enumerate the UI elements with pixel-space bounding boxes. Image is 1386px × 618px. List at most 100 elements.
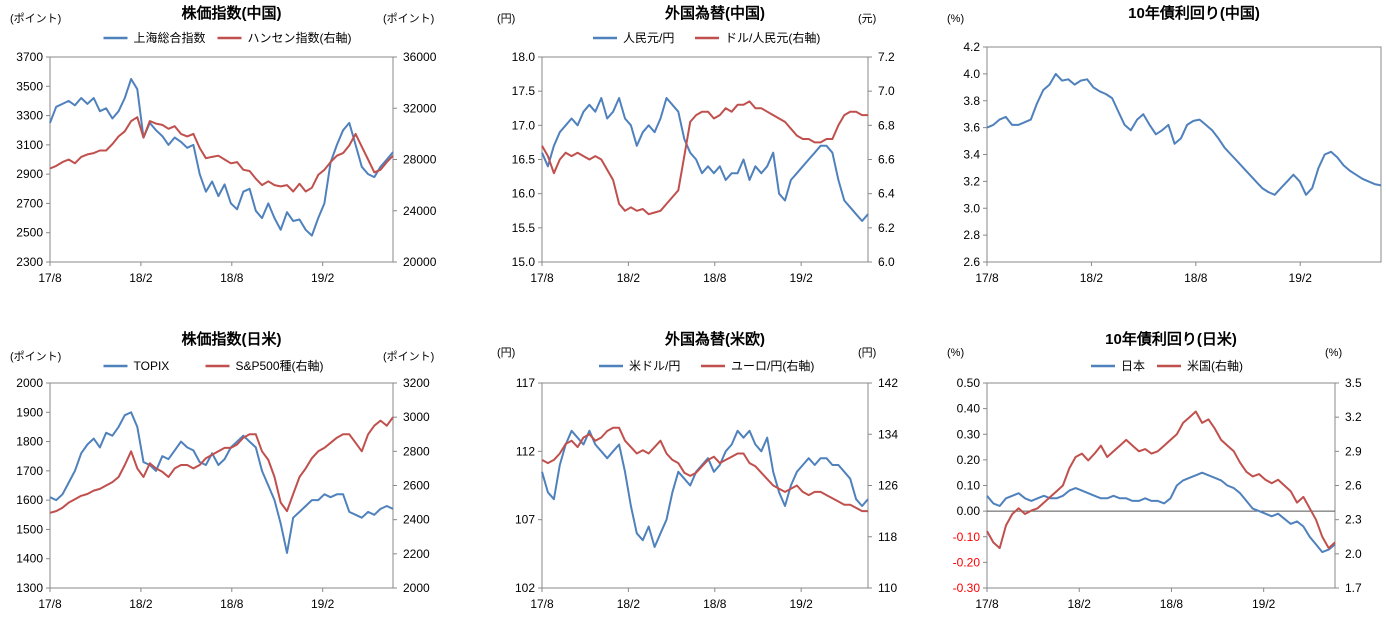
y-tick-label-left: 3700 — [16, 50, 43, 64]
x-tick-label: 17/8 — [530, 271, 554, 285]
series-line-2 — [541, 100, 868, 216]
legend-label: 上海総合指数 — [134, 30, 206, 45]
x-tick-label: 18/2 — [129, 597, 153, 611]
y-unit-right: (ポイント) — [383, 350, 434, 363]
chart-title: 株価指数(中国) — [182, 4, 282, 22]
x-tick-label: 18/2 — [617, 597, 641, 611]
y-tick-label-right: 1.7 — [1345, 581, 1362, 595]
y-tick-label-left: 1600 — [16, 493, 43, 507]
y-unit-left: (%) — [947, 13, 964, 25]
y-tick-label-left: 3.4 — [963, 148, 980, 162]
chart-panel-6: 10年債利回り(日米) (%) (%) -0.30 -0.20 -0.10 0.00 0.10… — [947, 330, 1362, 611]
x-tick-label: 18/8 — [1184, 271, 1208, 285]
chart-panel-4: 株価指数(日米) (ポイント) (ポイント) 1300 1400 1500 1600 1700… — [10, 330, 434, 611]
y-tick-label-right: 24000 — [403, 204, 437, 218]
legend-label: 米ドル/円 — [629, 359, 680, 373]
x-tick-label: 17/8 — [38, 597, 62, 611]
x-tick-label: 19/2 — [789, 271, 813, 285]
y-tick-label-right: 2200 — [403, 547, 430, 561]
x-tick-label: 18/8 — [1160, 597, 1184, 611]
y-tick-label-left: 117 — [516, 376, 535, 390]
y-tick-label-right: 2.9 — [1345, 444, 1362, 458]
y-tick-label-right: 2400 — [403, 513, 430, 527]
y-tick-label-right: 2.6 — [1345, 479, 1362, 493]
y-tick-label-left: 102 — [515, 581, 535, 595]
x-tick-label: 18/8 — [220, 271, 244, 285]
chart-title: 10年債利回り(中国) — [1128, 4, 1260, 22]
plot-frame — [49, 56, 394, 263]
y-tick-label-left: 3300 — [16, 109, 43, 123]
y-tick-label-right: 7.2 — [878, 50, 895, 64]
x-tick-label: 18/2 — [129, 271, 153, 285]
chart-title: 外国為替(中国) — [664, 4, 765, 22]
y-tick-label-right: 2000 — [403, 581, 430, 595]
x-tick-label: 19/2 — [311, 597, 335, 611]
y-tick-label-right: 142 — [878, 376, 898, 390]
series-line-2 — [49, 116, 394, 193]
y-tick-label-left: 17.0 — [512, 118, 536, 132]
y-tick-label-right: 3000 — [403, 410, 430, 424]
x-tick-label: 17/8 — [975, 597, 999, 611]
y-tick-label-left: 18.0 — [512, 50, 536, 64]
x-tick-label: 18/2 — [617, 271, 641, 285]
legend-label: 人民元/円 — [623, 31, 674, 45]
y-tick-label-left: 1800 — [16, 435, 43, 449]
series-line-2 — [541, 426, 868, 513]
y-tick-label-left: 2900 — [16, 167, 43, 181]
y-unit-right: (ポイント) — [383, 12, 434, 25]
y-tick-label-right: 6.2 — [878, 221, 895, 235]
series-line-2 — [49, 416, 394, 514]
legend-label: ドル/人民元(右軸) — [725, 30, 820, 45]
y-tick-label-left: 2300 — [16, 255, 43, 269]
y-tick-label-left: 1400 — [16, 552, 43, 566]
y-tick-label-right: 6.0 — [878, 255, 895, 269]
y-tick-label-left: 0.10 — [957, 479, 981, 493]
x-tick-label: 19/2 — [1289, 271, 1313, 285]
y-tick-label-left: 15.5 — [512, 221, 536, 235]
legend-label: 米国(右軸) — [1187, 358, 1243, 373]
legend-label: ユーロ/円(右軸) — [731, 358, 814, 373]
y-tick-label-left: -0.10 — [953, 530, 981, 544]
series-line-1 — [541, 429, 869, 548]
y-tick-label-left: 0.40 — [957, 402, 981, 416]
y-tick-label-right: 3200 — [403, 376, 430, 390]
y-tick-label-left: 0.50 — [957, 376, 981, 390]
x-tick-label: 19/2 — [311, 271, 335, 285]
y-tick-label-left: 4.2 — [963, 40, 980, 54]
y-tick-label-right: 3.2 — [1345, 410, 1362, 424]
y-unit-left: (ポイント) — [10, 350, 61, 363]
y-tick-label-right: 6.8 — [878, 118, 895, 132]
plot-frame — [986, 382, 1336, 589]
y-tick-label-left: -0.30 — [953, 581, 981, 595]
y-tick-label-left: 0.00 — [957, 504, 981, 518]
y-tick-label-right: 118 — [878, 530, 897, 544]
y-tick-label-left: 15.0 — [512, 255, 536, 269]
y-tick-label-right: 32000 — [403, 101, 437, 115]
y-tick-label-left: 1700 — [16, 464, 43, 478]
y-tick-label-left: 112 — [516, 444, 535, 458]
chart-title: 外国為替(米欧) — [664, 330, 765, 348]
y-tick-label-right: 2600 — [403, 479, 430, 493]
y-tick-label-left: 0.20 — [957, 453, 981, 467]
x-tick-label: 19/2 — [789, 597, 813, 611]
y-tick-label-right: 2800 — [403, 444, 430, 458]
x-tick-label: 18/8 — [703, 271, 727, 285]
y-tick-label-left: 2000 — [16, 376, 43, 390]
y-tick-label-left: 16.0 — [512, 187, 536, 201]
y-tick-label-right: 36000 — [403, 50, 437, 64]
y-tick-label-left: 1500 — [16, 522, 43, 536]
y-tick-label-left: 0.30 — [957, 427, 981, 441]
plot-frame — [986, 46, 1382, 263]
y-tick-label-left: 3500 — [16, 79, 43, 93]
chart-title: 10年債利回り(日米) — [1105, 330, 1237, 348]
y-unit-right: (%) — [1325, 347, 1342, 359]
x-tick-label: 17/8 — [975, 271, 999, 285]
x-tick-label: 17/8 — [38, 271, 62, 285]
x-tick-label: 18/8 — [703, 597, 727, 611]
y-tick-label-right: 28000 — [403, 153, 437, 167]
y-unit-left: (%) — [947, 347, 964, 359]
y-tick-label-left: 17.5 — [512, 84, 536, 98]
plot-frame — [541, 382, 869, 589]
y-tick-label-left: 3.0 — [963, 201, 980, 215]
